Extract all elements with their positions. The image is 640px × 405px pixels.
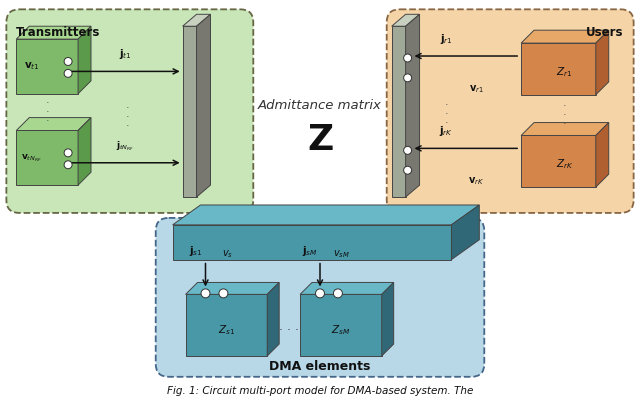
Circle shape [64, 161, 72, 169]
Text: ·
·
·: · · · [445, 100, 448, 128]
Polygon shape [521, 123, 609, 135]
Polygon shape [186, 294, 268, 356]
Text: ·
·
·: · · · [45, 98, 49, 126]
Text: $\mathbf{j}_{rK}$: $\mathbf{j}_{rK}$ [439, 124, 454, 139]
Text: $\mathbf{j}_{t1}$: $\mathbf{j}_{t1}$ [119, 47, 132, 62]
Text: $Z_{r1}$: $Z_{r1}$ [556, 65, 573, 79]
Polygon shape [17, 130, 78, 185]
Circle shape [333, 289, 342, 298]
Polygon shape [392, 26, 406, 197]
FancyBboxPatch shape [6, 9, 253, 213]
Text: $v_{sM}$: $v_{sM}$ [333, 248, 350, 260]
Circle shape [64, 149, 72, 157]
Polygon shape [596, 30, 609, 95]
Polygon shape [521, 30, 609, 43]
Polygon shape [300, 294, 381, 356]
Circle shape [64, 58, 72, 66]
Text: $\mathbf{v}_{t1}$: $\mathbf{v}_{t1}$ [24, 60, 40, 72]
Text: $\mathbf{j}_{sM}$: $\mathbf{j}_{sM}$ [302, 244, 318, 258]
Polygon shape [521, 43, 596, 95]
Polygon shape [78, 117, 91, 185]
Circle shape [404, 74, 412, 82]
Text: $\mathbf{j}_{s1}$: $\mathbf{j}_{s1}$ [189, 244, 202, 258]
Text: $\mathbf{v}_{tN_{RF}}$: $\mathbf{v}_{tN_{RF}}$ [21, 152, 42, 164]
Text: $v_s$: $v_s$ [222, 248, 233, 260]
FancyBboxPatch shape [387, 9, 634, 213]
Text: Transmitters: Transmitters [17, 26, 100, 39]
Text: Users: Users [586, 26, 623, 39]
Polygon shape [451, 205, 479, 260]
Polygon shape [300, 282, 394, 294]
Text: ·
·
·: · · · [126, 103, 130, 131]
Polygon shape [406, 14, 420, 197]
Text: $\mathbf{j}_{tN_{RF}}$: $\mathbf{j}_{tN_{RF}}$ [116, 139, 134, 153]
Polygon shape [268, 282, 279, 356]
Text: $\mathbf{j}_{r1}$: $\mathbf{j}_{r1}$ [440, 32, 453, 46]
Text: $\mathbf{Z}$: $\mathbf{Z}$ [307, 124, 333, 158]
Polygon shape [196, 14, 211, 197]
Polygon shape [521, 135, 596, 187]
Text: $Z_{s1}$: $Z_{s1}$ [218, 323, 235, 337]
Text: $Z_{rK}$: $Z_{rK}$ [556, 158, 573, 171]
Polygon shape [17, 39, 78, 94]
Text: $Z_{sM}$: $Z_{sM}$ [332, 323, 351, 337]
Circle shape [219, 289, 228, 298]
Circle shape [64, 69, 72, 77]
Circle shape [201, 289, 210, 298]
Text: DMA elements: DMA elements [269, 360, 371, 373]
Polygon shape [17, 26, 91, 39]
Text: $\mathbf{v}_{r1}$: $\mathbf{v}_{r1}$ [469, 83, 484, 95]
Polygon shape [173, 205, 479, 225]
Text: Admittance matrix: Admittance matrix [258, 99, 382, 112]
Text: Fig. 1: Circuit multi-port model for DMA-based system. The: Fig. 1: Circuit multi-port model for DMA… [167, 386, 473, 396]
Text: ·
·
·: · · · [563, 101, 566, 129]
Polygon shape [182, 14, 211, 26]
Polygon shape [392, 14, 420, 26]
Polygon shape [17, 117, 91, 130]
FancyBboxPatch shape [156, 218, 484, 377]
Polygon shape [381, 282, 394, 356]
Polygon shape [182, 26, 196, 197]
Circle shape [316, 289, 324, 298]
Circle shape [404, 166, 412, 174]
Text: · · ·: · · · [278, 324, 299, 337]
Circle shape [404, 54, 412, 62]
Polygon shape [173, 225, 451, 260]
Polygon shape [78, 26, 91, 94]
Polygon shape [186, 282, 279, 294]
Circle shape [404, 146, 412, 154]
Polygon shape [596, 123, 609, 187]
Text: $\mathbf{v}_{rK}$: $\mathbf{v}_{rK}$ [468, 175, 484, 187]
